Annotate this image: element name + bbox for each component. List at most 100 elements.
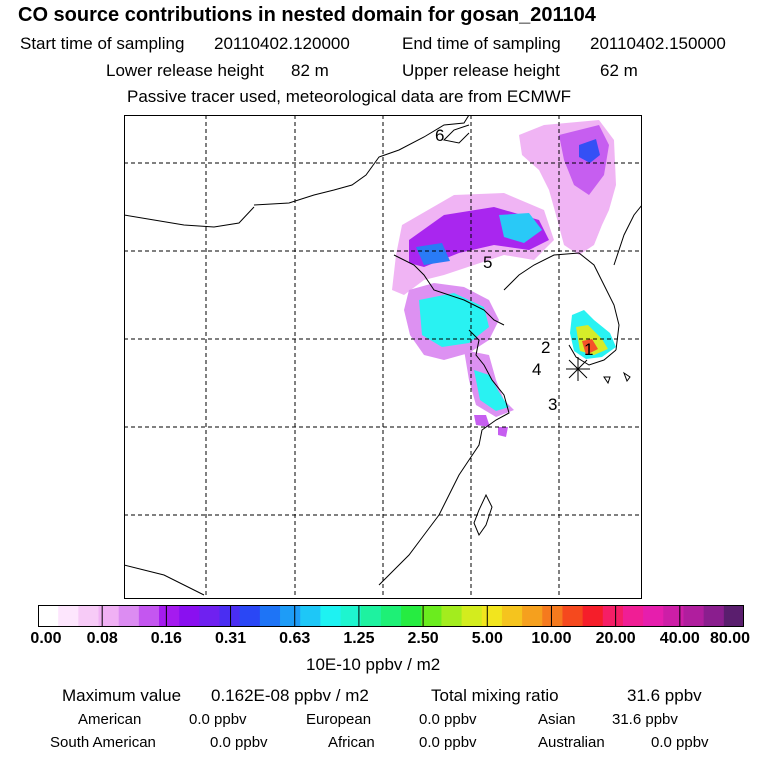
colorbar-swatch bbox=[78, 605, 100, 627]
island-2 bbox=[603, 376, 611, 385]
border-southwest bbox=[124, 564, 205, 596]
colorbar bbox=[38, 605, 744, 627]
colorbar-tick-label: 10.00 bbox=[531, 630, 572, 647]
european-value: 0.0 ppbv bbox=[419, 711, 477, 728]
plume-band-blue bbox=[416, 243, 450, 265]
marker-6: 6 bbox=[435, 126, 444, 145]
south-american-label: South American bbox=[50, 734, 156, 751]
island-1 bbox=[622, 371, 631, 383]
australian-label: Australian bbox=[538, 734, 605, 751]
max-value: 0.162E-08 ppbv / m2 bbox=[211, 686, 369, 705]
colorbar-swatch bbox=[118, 605, 140, 627]
asian-value: 31.6 ppbv bbox=[612, 711, 678, 728]
tracer-note: Passive tracer used, meteorological data… bbox=[127, 87, 572, 106]
border-mongolia bbox=[124, 206, 255, 228]
colorbar-swatch bbox=[38, 605, 59, 627]
colorbar-swatch bbox=[663, 605, 684, 627]
colorbar-swatch bbox=[522, 605, 543, 627]
american-value: 0.0 ppbv bbox=[189, 711, 247, 728]
colorbar-swatch bbox=[159, 605, 180, 627]
plot-title: CO source contributions in nested domain… bbox=[18, 4, 596, 26]
end-time-label: End time of sampling bbox=[402, 34, 561, 53]
end-time-value: 20110402.150000 bbox=[590, 34, 726, 53]
lower-release-label: Lower release height bbox=[106, 61, 264, 80]
coast-northeast-border bbox=[442, 124, 470, 144]
coast-taiwan bbox=[473, 493, 493, 537]
colorbar-swatch bbox=[562, 605, 584, 627]
gridline-layer bbox=[124, 115, 642, 599]
plume-band-cyan bbox=[499, 213, 542, 243]
colorbar-swatch bbox=[300, 605, 321, 627]
colorbar-tick-label: 5.00 bbox=[471, 630, 503, 647]
colorbar-tick-label: 0.63 bbox=[279, 630, 311, 647]
colorbar-swatch bbox=[199, 605, 221, 627]
colorbar-swatch bbox=[58, 605, 79, 627]
plume-coast-core bbox=[474, 370, 509, 411]
coastline-layer bbox=[124, 115, 642, 596]
marker-3: 3 bbox=[548, 395, 557, 414]
colorbar-swatch bbox=[320, 605, 342, 627]
colorbar-swatch bbox=[401, 605, 422, 627]
coast-korea-south bbox=[568, 344, 617, 366]
colorbar-swatch bbox=[280, 605, 301, 627]
colorbar-swatch bbox=[501, 605, 523, 627]
colorbar-swatch bbox=[138, 605, 160, 627]
marker-2: 2 bbox=[541, 338, 550, 357]
plume-coast-tail bbox=[474, 415, 490, 427]
colorbar-swatch bbox=[259, 605, 281, 627]
colorbar-swatch bbox=[340, 605, 362, 627]
map-panel: 1 2 3 4 5 6 bbox=[124, 115, 642, 599]
colorbar-tick-label: 40.00 bbox=[659, 630, 700, 647]
colorbar-tick-label: 1.25 bbox=[343, 630, 375, 647]
marker-5: 5 bbox=[483, 253, 492, 272]
marker-1: 1 bbox=[584, 340, 593, 359]
max-value-label: Maximum value bbox=[62, 686, 182, 705]
colorbar-swatch bbox=[602, 605, 624, 627]
south-american-value: 0.0 ppbv bbox=[210, 734, 268, 751]
colorbar-swatch bbox=[421, 605, 442, 627]
colorbar-tick-label: 2.50 bbox=[407, 630, 439, 647]
total-mixing-label: Total mixing ratio bbox=[431, 686, 559, 705]
colorbar-swatch bbox=[179, 605, 200, 627]
coast-north-border bbox=[253, 115, 470, 206]
plume-coast-dot bbox=[498, 427, 508, 437]
african-value: 0.0 ppbv bbox=[419, 734, 477, 751]
colorbar-tick-label: 0.08 bbox=[86, 630, 118, 647]
colorbar-tick-label: 0.16 bbox=[150, 630, 182, 647]
african-label: African bbox=[328, 734, 375, 751]
asian-label: Asian bbox=[538, 711, 576, 728]
coast-korea-west bbox=[503, 252, 620, 351]
colorbar-swatch bbox=[360, 605, 382, 627]
coast-bohai bbox=[393, 254, 505, 326]
colorbar-swatch bbox=[98, 605, 120, 627]
australian-value: 0.0 ppbv bbox=[651, 734, 709, 751]
colorbar-tick-labels: 0.00 0.08 0.16 0.31 0.63 1.25 2.50 5.00 10.00 20.… bbox=[0, 630, 768, 650]
total-mixing-value: 31.6 ppbv bbox=[627, 686, 702, 705]
colorbar-tick-label: 0.31 bbox=[214, 630, 247, 647]
colorbar-swatch bbox=[239, 605, 261, 627]
start-time-value: 20110402.120000 bbox=[214, 34, 350, 53]
upper-release-label: Upper release height bbox=[402, 61, 560, 80]
american-label: American bbox=[78, 711, 142, 728]
colorbar-swatch bbox=[441, 605, 463, 627]
start-time-label: Start time of sampling bbox=[20, 34, 185, 53]
coast-korea-east bbox=[613, 204, 642, 266]
coast-china-east bbox=[378, 329, 510, 586]
colorbar-swatch bbox=[643, 605, 664, 627]
plume-ne-core bbox=[579, 139, 600, 163]
colorbar-swatch bbox=[380, 605, 402, 627]
plume-korea-red bbox=[582, 339, 598, 355]
lower-release-value: 82 m bbox=[291, 61, 329, 80]
colorbar-tick-label: 20.00 bbox=[595, 630, 636, 647]
marker-4: 4 bbox=[532, 360, 541, 379]
colorbar-border bbox=[38, 605, 744, 627]
colorbar-swatch bbox=[481, 605, 503, 627]
upper-release-value: 62 m bbox=[600, 61, 638, 80]
colorbar-tick-label: 0.00 bbox=[30, 630, 62, 647]
colorbar-swatch bbox=[703, 605, 725, 627]
asterisk-receptor-icon bbox=[566, 357, 590, 381]
colorbar-swatch bbox=[723, 605, 744, 627]
colorbar-swatch bbox=[219, 605, 241, 627]
colorbar-swatch bbox=[683, 605, 705, 627]
colorbar-unit: 10E-10 ppbv / m2 bbox=[306, 655, 441, 674]
